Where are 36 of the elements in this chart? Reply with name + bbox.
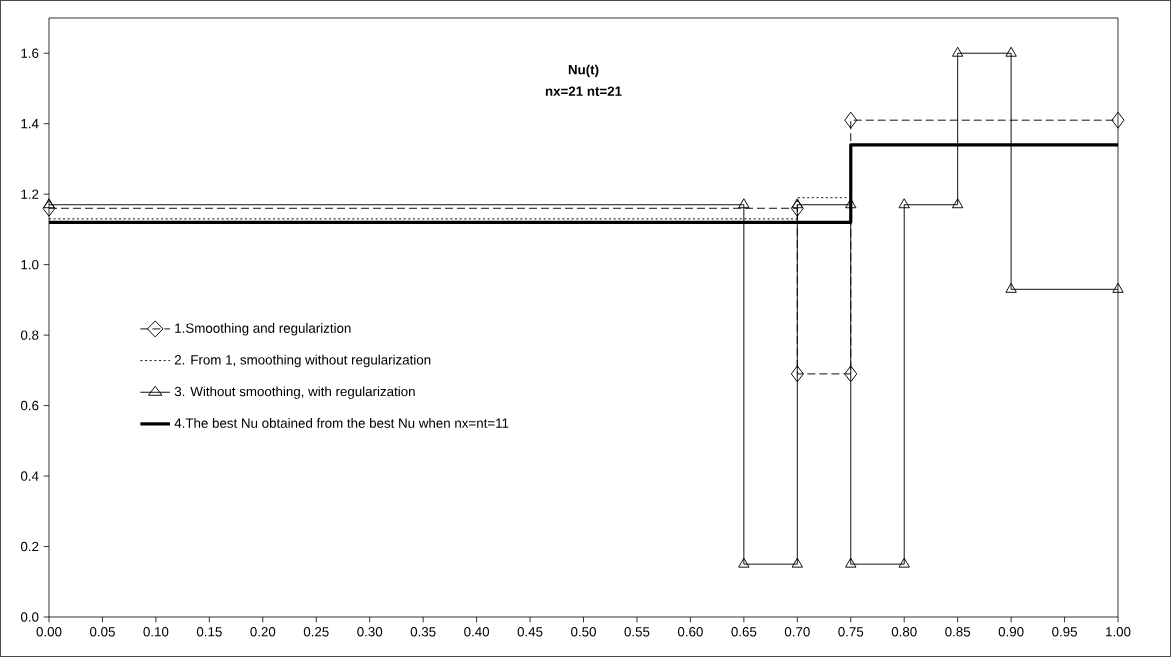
y-tick-label: 1.6 xyxy=(21,48,39,58)
y-tick-label: 0.8 xyxy=(20,330,39,340)
x-tick-label: 0.75 xyxy=(838,627,864,637)
x-tick-label: 0.85 xyxy=(945,627,971,637)
x-tick-label: 0.80 xyxy=(891,627,917,637)
x-tick-label: 0.25 xyxy=(303,627,329,637)
x-tick-label: 1.00 xyxy=(1106,627,1131,637)
legend-label: 2. From 1, smoothing without regularization xyxy=(174,354,431,368)
y-tick-label: 1.2 xyxy=(21,189,39,199)
x-tick-label: 0.50 xyxy=(571,627,596,637)
y-tick-label: 1.0 xyxy=(21,259,39,270)
x-tick-label: 0.30 xyxy=(357,627,383,637)
x-tick-label: 0.40 xyxy=(464,627,490,637)
legend-label: 3. Without smoothing, with regularization xyxy=(174,386,415,399)
y-tick-label: 0.6 xyxy=(20,400,39,411)
x-tick-label: 0.55 xyxy=(624,627,650,637)
x-tick-label: 0.45 xyxy=(517,627,543,637)
x-tick-label: 0.00 xyxy=(36,627,62,637)
x-tick-label: 0.60 xyxy=(677,627,703,637)
x-tick-label: 0.70 xyxy=(784,627,810,637)
x-tick-label: 0.20 xyxy=(250,627,276,637)
x-tick-label: 0.65 xyxy=(731,627,757,637)
y-tick-label: 1.4 xyxy=(21,119,39,129)
legend-label: 4.The best Nu obtained from the best Nu when nx=nt=11 xyxy=(174,418,509,428)
x-tick-label: 0.90 xyxy=(998,627,1024,637)
x-tick-label: 0.95 xyxy=(1052,627,1077,637)
x-tick-label: 0.05 xyxy=(90,627,115,637)
legend-label: 1.Smoothing and regulariztion xyxy=(175,323,351,336)
y-tick-label: 0.2 xyxy=(20,541,39,552)
text: nx=21 nt=21 xyxy=(545,86,622,96)
x-tick-label: 0.35 xyxy=(410,627,436,637)
x-tick-label: 0.10 xyxy=(143,627,169,637)
text: Nu(t) xyxy=(568,64,599,78)
x-tick-label: 0.15 xyxy=(196,627,222,637)
y-tick-label: 0.4 xyxy=(20,471,39,481)
y-tick-label: 0.0 xyxy=(20,612,39,622)
